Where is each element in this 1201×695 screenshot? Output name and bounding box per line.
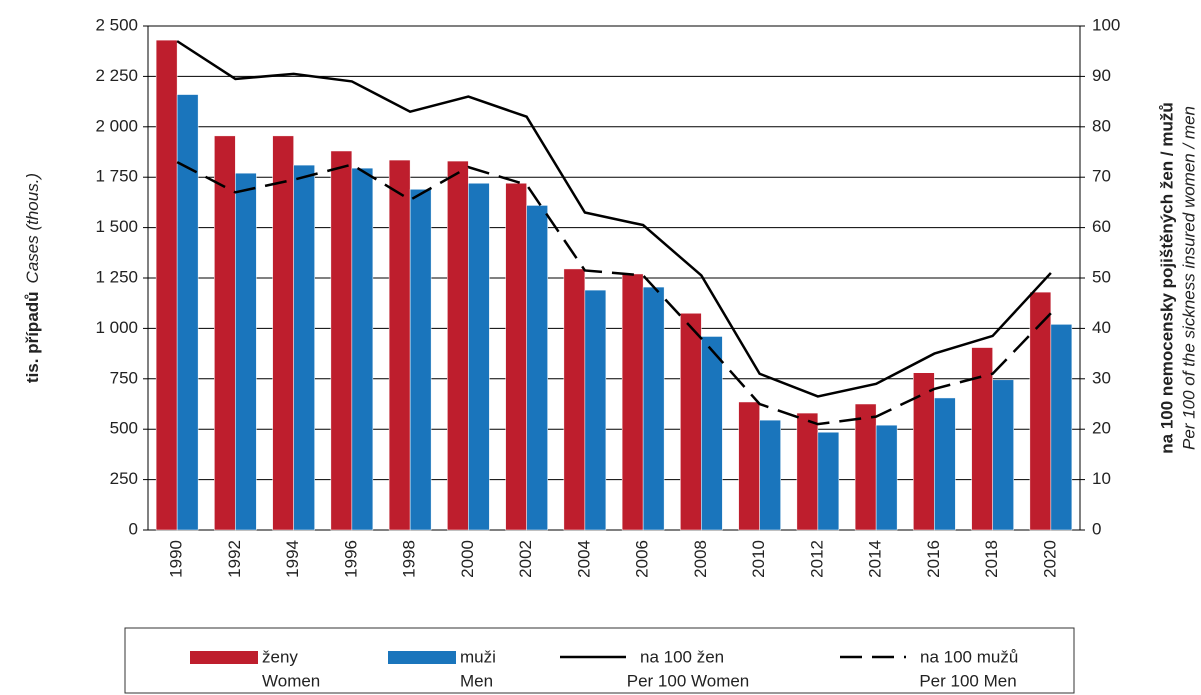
bar <box>468 182 490 531</box>
legend-label-en: Per 100 Men <box>919 671 1016 690</box>
x-tick-label: 2012 <box>807 540 826 578</box>
bar <box>214 135 236 531</box>
bar <box>621 273 644 531</box>
bar <box>738 401 760 531</box>
x-tick-label: 1994 <box>283 540 302 578</box>
y2-label: na 100 nemocensky pojištěných žen / mužů <box>1157 102 1176 453</box>
y2-tick-label: 30 <box>1092 368 1111 387</box>
x-tick-label: 2008 <box>691 540 710 578</box>
y2-tick-label: 80 <box>1092 116 1111 135</box>
legend-label-en: Women <box>262 671 320 690</box>
bar <box>388 159 411 531</box>
bar <box>817 431 840 531</box>
legend-swatch <box>388 651 456 664</box>
y2-tick-label: 40 <box>1092 318 1111 337</box>
x-tick-label: 2014 <box>866 540 885 578</box>
bar <box>330 150 353 531</box>
x-tick-label: 1990 <box>167 540 186 578</box>
legend-label-en: Men <box>460 671 493 690</box>
bar <box>971 347 993 531</box>
y-tick-label: 1 000 <box>95 318 138 337</box>
bar <box>642 286 665 531</box>
bar <box>796 412 819 531</box>
x-tick-label: 2006 <box>633 540 652 578</box>
bar <box>759 419 781 531</box>
x-tick-label: 1996 <box>341 540 360 578</box>
bar <box>992 379 1014 531</box>
x-tick-label: 2018 <box>982 540 1001 578</box>
legend-label: ženy <box>262 647 298 666</box>
x-tick-label: 1998 <box>400 540 419 578</box>
y-tick-label: 1 250 <box>95 267 138 286</box>
bar <box>409 189 432 531</box>
y-label-en: Cases (thous.) <box>23 173 42 284</box>
bar <box>526 205 548 531</box>
bar <box>1050 324 1073 531</box>
y-tick-label: 1 750 <box>95 167 138 186</box>
x-tick-label: 2010 <box>749 540 768 578</box>
bar <box>351 167 374 531</box>
bar <box>155 39 178 531</box>
y-tick-label: 750 <box>110 368 138 387</box>
y-tick-label: 2 250 <box>95 66 138 85</box>
bar <box>680 313 702 531</box>
x-tick-label: 2020 <box>1040 540 1059 578</box>
bar <box>854 403 877 531</box>
x-tick-label: 2000 <box>458 540 477 578</box>
x-tick-label: 1992 <box>225 540 244 578</box>
y2-tick-label: 10 <box>1092 469 1111 488</box>
y-tick-label: 2 000 <box>95 116 138 135</box>
y-tick-label: 500 <box>110 419 138 438</box>
x-tick-label: 2004 <box>574 540 593 578</box>
y2-tick-label: 0 <box>1092 519 1101 538</box>
line <box>176 160 1052 426</box>
y2-tick-label: 70 <box>1092 167 1111 186</box>
y-tick-label: 1 500 <box>95 217 138 236</box>
y-tick-label: 2 500 <box>95 15 138 34</box>
legend-label: na 100 žen <box>640 647 724 666</box>
bar <box>701 336 723 531</box>
y2-label-en: Per 100 of the sickness insured women / … <box>1179 106 1198 450</box>
legend-label-en: Per 100 Women <box>627 671 750 690</box>
bar <box>235 172 257 531</box>
legend-box <box>124 627 1075 694</box>
y2-tick-label: 60 <box>1092 217 1111 236</box>
bar <box>505 182 527 531</box>
bar <box>176 94 199 531</box>
x-tick-label: 2002 <box>516 540 535 578</box>
bar <box>272 135 294 531</box>
line <box>176 40 1052 398</box>
legend-swatch <box>190 651 258 664</box>
bar <box>584 289 607 531</box>
y2-tick-label: 50 <box>1092 267 1111 286</box>
bar <box>293 164 315 531</box>
y-axis-title: tis. případů Cases (thous.) <box>23 173 42 383</box>
bar <box>1029 291 1052 531</box>
legend-label: na 100 mužů <box>920 647 1018 666</box>
y2-tick-label: 90 <box>1092 66 1111 85</box>
x-tick-label: 2016 <box>924 540 943 578</box>
bar <box>875 424 898 531</box>
bar <box>447 160 469 531</box>
bar <box>934 397 956 531</box>
y-tick-label: 0 <box>129 519 138 538</box>
y-label: tis. případů <box>23 291 42 383</box>
y-tick-label: 250 <box>110 469 138 488</box>
y2-tick-label: 20 <box>1092 419 1111 438</box>
bar <box>563 268 586 531</box>
legend-label: muži <box>460 647 496 666</box>
y2-tick-label: 100 <box>1092 15 1120 34</box>
